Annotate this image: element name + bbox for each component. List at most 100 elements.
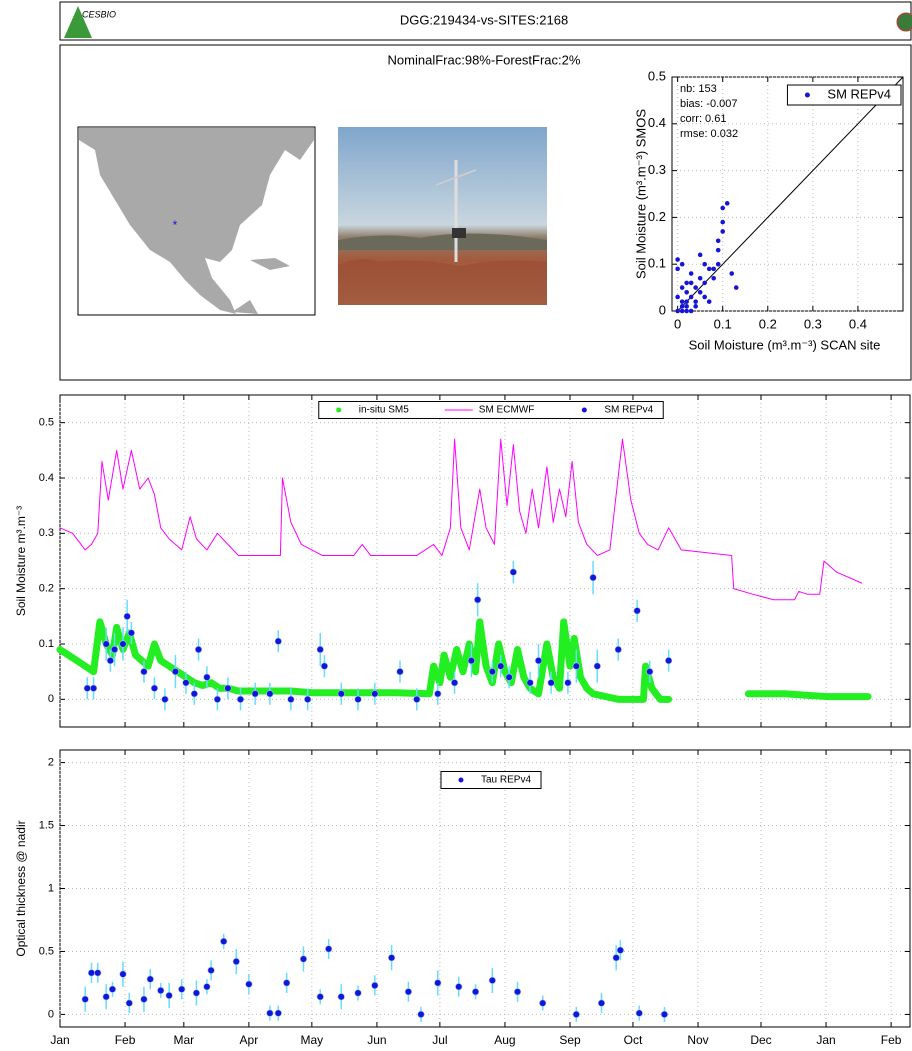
data-point	[720, 219, 726, 225]
data-point	[299, 955, 308, 963]
data-point	[232, 957, 240, 966]
data-point	[102, 640, 110, 648]
x-tick-label: 0.1	[714, 316, 732, 331]
data-point	[123, 612, 131, 620]
x-axis-label: Soil Moisture (m³.m⁻³) SCAN site	[689, 337, 881, 352]
data-point	[684, 299, 689, 304]
data-point	[450, 679, 459, 687]
data-point	[471, 988, 480, 996]
data-point	[474, 596, 482, 604]
data-point	[593, 662, 601, 670]
data-point	[371, 690, 379, 698]
y-tick-label: 0.1	[39, 638, 54, 650]
data-point	[488, 976, 496, 985]
data-point	[417, 1010, 425, 1019]
x-tick-label: 0.3	[804, 316, 822, 331]
data-point	[665, 656, 673, 665]
y-tick-label: 0.2	[39, 583, 54, 595]
data-point	[684, 304, 689, 309]
legend-swatch	[336, 407, 342, 413]
x-tick-label: Jun	[367, 1033, 386, 1047]
data-point	[679, 261, 685, 267]
data-point	[371, 981, 379, 990]
data-point	[720, 229, 726, 234]
data-point	[715, 261, 721, 267]
series-line	[59, 438, 863, 601]
y-tick-label: 0.5	[39, 945, 54, 957]
legend-swatch	[458, 777, 464, 783]
data-point	[679, 285, 685, 290]
data-point	[715, 238, 721, 244]
data-point	[316, 993, 324, 1001]
data-point	[140, 995, 148, 1003]
x-tick-label: Oct	[624, 1033, 643, 1047]
data-point	[396, 668, 404, 676]
y-tick-label: 0	[48, 693, 54, 705]
data-point	[675, 294, 680, 300]
data-point	[526, 679, 534, 687]
data-point	[702, 294, 707, 300]
data-point	[505, 673, 513, 681]
data-point	[224, 684, 232, 692]
data-point	[706, 299, 712, 304]
data-point	[320, 662, 329, 670]
y-axis-label: Soil Moisture (m³.m⁻³) SMOS	[633, 109, 648, 279]
data-point	[434, 979, 442, 987]
data-point	[693, 304, 698, 309]
data-point	[283, 979, 291, 987]
annotation: rmse: 0.032	[680, 128, 738, 140]
data-point	[102, 993, 110, 1001]
legend-box	[440, 771, 542, 789]
data-point	[81, 995, 89, 1003]
data-point	[266, 690, 274, 698]
y-axis-label: Optical thickness @ nadir	[14, 820, 28, 956]
data-point	[688, 294, 694, 300]
header-title: DGG:219434-vs-SITES:2168	[400, 12, 568, 27]
annotation: nb: 153	[680, 83, 717, 95]
data-point	[171, 668, 180, 676]
data-point	[564, 679, 572, 687]
data-point	[190, 690, 198, 698]
annotation: corr: 0.61	[680, 113, 726, 125]
data-point	[497, 662, 505, 670]
data-point	[266, 1009, 274, 1017]
data-point	[274, 637, 282, 645]
data-point	[697, 252, 703, 258]
data-point	[207, 966, 215, 974]
insitu-band	[56, 618, 872, 703]
y-tick-label: 1.5	[39, 819, 54, 831]
data-point	[688, 280, 694, 286]
x-tick-label: 0.2	[759, 316, 777, 331]
data-point	[157, 986, 165, 995]
logo-mark	[64, 6, 92, 38]
x-tick-label: Jul	[432, 1033, 447, 1047]
data-point	[161, 695, 169, 703]
data-point	[245, 980, 253, 988]
annotation: bias: -0.007	[680, 98, 737, 110]
data-point	[679, 308, 685, 314]
data-point	[354, 695, 362, 703]
data-point	[720, 205, 726, 211]
data-point	[388, 954, 396, 962]
data-point	[150, 684, 159, 692]
data-point	[413, 695, 421, 703]
panel-title: NominalFrac:98%-ForestFrac:2%	[388, 52, 581, 67]
data-point	[119, 640, 127, 648]
x-tick-label: Jan	[50, 1033, 69, 1047]
site-photo	[338, 127, 547, 305]
y-axis-label: Soil Moisture m³.m⁻³	[14, 506, 28, 616]
site-map: *	[77, 126, 316, 316]
data-point	[646, 668, 654, 676]
y-tick-label: 0	[659, 302, 666, 317]
x-tick-label: Apr	[240, 1033, 259, 1047]
data-point	[597, 999, 606, 1007]
data-point	[711, 266, 716, 272]
y-tick-label: 0	[48, 1008, 54, 1020]
data-point	[693, 285, 698, 290]
data-point	[194, 645, 203, 654]
data-point	[711, 275, 716, 281]
data-point	[488, 668, 496, 676]
identity-line	[677, 76, 904, 312]
y-tick-label: 0.2	[648, 209, 666, 224]
data-point	[83, 684, 91, 692]
